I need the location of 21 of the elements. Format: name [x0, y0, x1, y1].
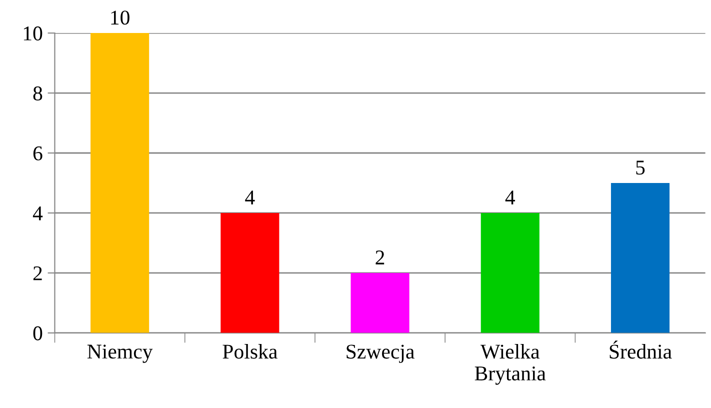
y-tick-label: 0 [33, 326, 42, 340]
data-label: 10 [111, 10, 130, 25]
x-tick-label: Niemcy [87, 344, 153, 363]
data-label: 5 [636, 160, 645, 175]
x-tick-label: Wielka Brytania [474, 344, 546, 385]
x-tick-label: Polska [222, 344, 278, 359]
bar [610, 182, 670, 333]
bar [220, 212, 280, 333]
data-label: 4 [245, 190, 255, 204]
bar [480, 212, 540, 333]
y-tick-label: 10 [24, 26, 42, 40]
x-tick-label: Średnia [610, 340, 672, 359]
y-tick-label: 8 [33, 86, 42, 100]
y-tick-label: 6 [33, 146, 42, 160]
data-label: 4 [505, 190, 516, 204]
y-tick-label: 4 [32, 206, 43, 220]
y-tick-label: 2 [33, 266, 42, 280]
bar [90, 33, 150, 333]
x-tick-label: Szwecja [346, 344, 414, 363]
data-label: 2 [376, 250, 384, 264]
bar [350, 272, 410, 333]
